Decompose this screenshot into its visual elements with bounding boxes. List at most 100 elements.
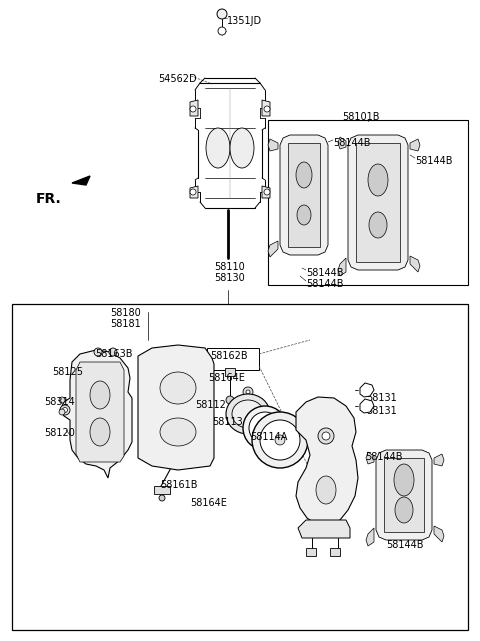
Circle shape bbox=[217, 9, 227, 19]
Polygon shape bbox=[348, 135, 408, 270]
Bar bbox=[154, 486, 170, 494]
Polygon shape bbox=[280, 135, 328, 255]
Ellipse shape bbox=[296, 162, 312, 188]
Circle shape bbox=[94, 348, 102, 356]
Polygon shape bbox=[138, 345, 214, 470]
Text: 58180: 58180 bbox=[110, 308, 141, 318]
Polygon shape bbox=[434, 454, 444, 466]
Polygon shape bbox=[410, 139, 420, 151]
Text: 58144B: 58144B bbox=[415, 156, 453, 166]
Polygon shape bbox=[298, 520, 350, 538]
Text: 58181: 58181 bbox=[110, 319, 141, 329]
Circle shape bbox=[243, 387, 253, 397]
Polygon shape bbox=[262, 100, 270, 116]
Text: 58131: 58131 bbox=[366, 393, 397, 403]
Circle shape bbox=[246, 408, 250, 412]
Text: 58144B: 58144B bbox=[333, 138, 371, 148]
Circle shape bbox=[159, 495, 165, 501]
Ellipse shape bbox=[90, 418, 110, 446]
Ellipse shape bbox=[232, 400, 264, 428]
Polygon shape bbox=[38, 340, 356, 618]
Ellipse shape bbox=[243, 406, 287, 450]
Ellipse shape bbox=[249, 412, 281, 444]
Bar bbox=[306, 548, 316, 556]
Text: 58120: 58120 bbox=[44, 428, 75, 438]
Polygon shape bbox=[410, 256, 420, 272]
Text: 58131: 58131 bbox=[366, 406, 397, 416]
Text: 58113: 58113 bbox=[212, 417, 243, 427]
Polygon shape bbox=[268, 241, 278, 257]
Circle shape bbox=[218, 27, 226, 35]
Text: 58112: 58112 bbox=[195, 400, 226, 410]
Ellipse shape bbox=[316, 476, 336, 504]
Text: 58101B: 58101B bbox=[342, 112, 380, 122]
Polygon shape bbox=[338, 137, 346, 149]
Polygon shape bbox=[268, 139, 278, 151]
Ellipse shape bbox=[206, 128, 230, 168]
Polygon shape bbox=[360, 383, 374, 397]
Text: FR.: FR. bbox=[36, 192, 62, 206]
Polygon shape bbox=[434, 526, 444, 542]
Ellipse shape bbox=[394, 464, 414, 496]
Ellipse shape bbox=[395, 497, 413, 523]
Circle shape bbox=[264, 106, 270, 112]
Ellipse shape bbox=[260, 420, 300, 460]
Text: 58164E: 58164E bbox=[208, 373, 245, 383]
Bar bbox=[330, 548, 340, 556]
Circle shape bbox=[322, 432, 330, 440]
Circle shape bbox=[59, 397, 65, 403]
Ellipse shape bbox=[90, 381, 110, 409]
Polygon shape bbox=[72, 176, 90, 185]
Polygon shape bbox=[288, 143, 320, 247]
Ellipse shape bbox=[275, 435, 285, 445]
Text: 1351JD: 1351JD bbox=[227, 16, 262, 26]
Circle shape bbox=[318, 428, 334, 444]
Text: 58144B: 58144B bbox=[306, 268, 344, 278]
Polygon shape bbox=[338, 258, 346, 276]
Polygon shape bbox=[190, 100, 198, 116]
Circle shape bbox=[226, 396, 234, 404]
Text: 58164E: 58164E bbox=[190, 498, 227, 508]
Text: 58144B: 58144B bbox=[365, 452, 403, 462]
Circle shape bbox=[59, 409, 65, 415]
Polygon shape bbox=[356, 143, 400, 262]
Circle shape bbox=[62, 408, 68, 413]
Polygon shape bbox=[60, 350, 132, 478]
Text: 58162B: 58162B bbox=[210, 351, 248, 361]
Ellipse shape bbox=[160, 418, 196, 446]
Polygon shape bbox=[366, 528, 374, 546]
Circle shape bbox=[190, 189, 196, 195]
Text: 58161B: 58161B bbox=[160, 480, 197, 490]
Polygon shape bbox=[366, 452, 374, 464]
Text: 58314: 58314 bbox=[44, 397, 75, 407]
Ellipse shape bbox=[368, 164, 388, 196]
Polygon shape bbox=[376, 450, 432, 540]
Circle shape bbox=[109, 348, 117, 356]
Ellipse shape bbox=[230, 128, 254, 168]
Text: 58110: 58110 bbox=[214, 262, 245, 272]
Circle shape bbox=[60, 405, 70, 415]
Polygon shape bbox=[262, 186, 270, 198]
Bar bbox=[225, 368, 235, 376]
Text: 58130: 58130 bbox=[214, 273, 245, 283]
Circle shape bbox=[246, 390, 250, 394]
Polygon shape bbox=[384, 458, 424, 532]
Ellipse shape bbox=[252, 412, 308, 468]
Text: 58163B: 58163B bbox=[95, 349, 132, 359]
Ellipse shape bbox=[369, 212, 387, 238]
Ellipse shape bbox=[160, 372, 196, 404]
Bar bbox=[207, 348, 259, 370]
Text: 58114A: 58114A bbox=[250, 432, 288, 442]
Circle shape bbox=[264, 189, 270, 195]
Polygon shape bbox=[76, 362, 124, 462]
Bar bbox=[12, 304, 468, 630]
Text: 58125: 58125 bbox=[52, 367, 83, 377]
Polygon shape bbox=[296, 397, 358, 526]
Text: 58144B: 58144B bbox=[386, 540, 423, 550]
Bar bbox=[268, 120, 468, 285]
Circle shape bbox=[220, 29, 224, 33]
Text: 54562D: 54562D bbox=[158, 74, 197, 84]
Polygon shape bbox=[190, 186, 198, 198]
Ellipse shape bbox=[226, 394, 270, 434]
Polygon shape bbox=[360, 399, 374, 413]
